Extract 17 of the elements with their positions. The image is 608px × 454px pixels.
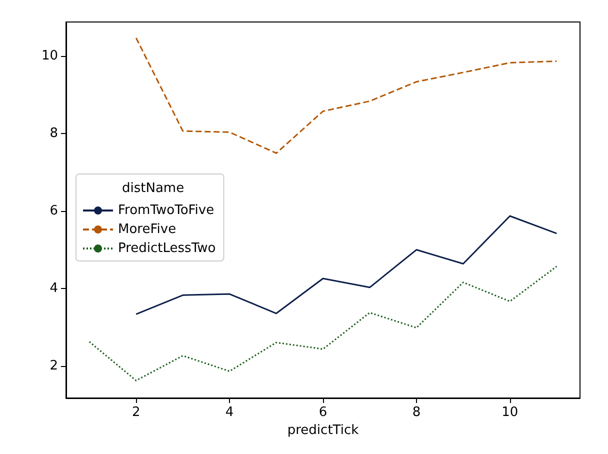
- y-tick-label: 4: [50, 281, 58, 296]
- legend-label: PredictLessTwo: [118, 241, 216, 256]
- x-tick-label: 8: [412, 405, 421, 420]
- legend-label: FromTwoToFive: [118, 203, 214, 218]
- x-tick-label: 10: [502, 405, 518, 420]
- y-tick-label: 6: [50, 203, 58, 218]
- x-tick-label: 6: [318, 405, 328, 420]
- legend-label: MoreFive: [118, 222, 176, 237]
- line-series: [88, 266, 558, 382]
- line-series: [135, 37, 558, 154]
- legend-title: distName: [122, 181, 184, 196]
- x-tick-label: 4: [225, 405, 234, 420]
- x-tick-label: 2: [132, 405, 140, 420]
- y-tick-label: 8: [50, 126, 58, 141]
- y-tick-label: 2: [50, 358, 58, 374]
- x-axis-title: predictTick: [287, 423, 360, 438]
- y-tick-label: 10: [41, 48, 58, 64]
